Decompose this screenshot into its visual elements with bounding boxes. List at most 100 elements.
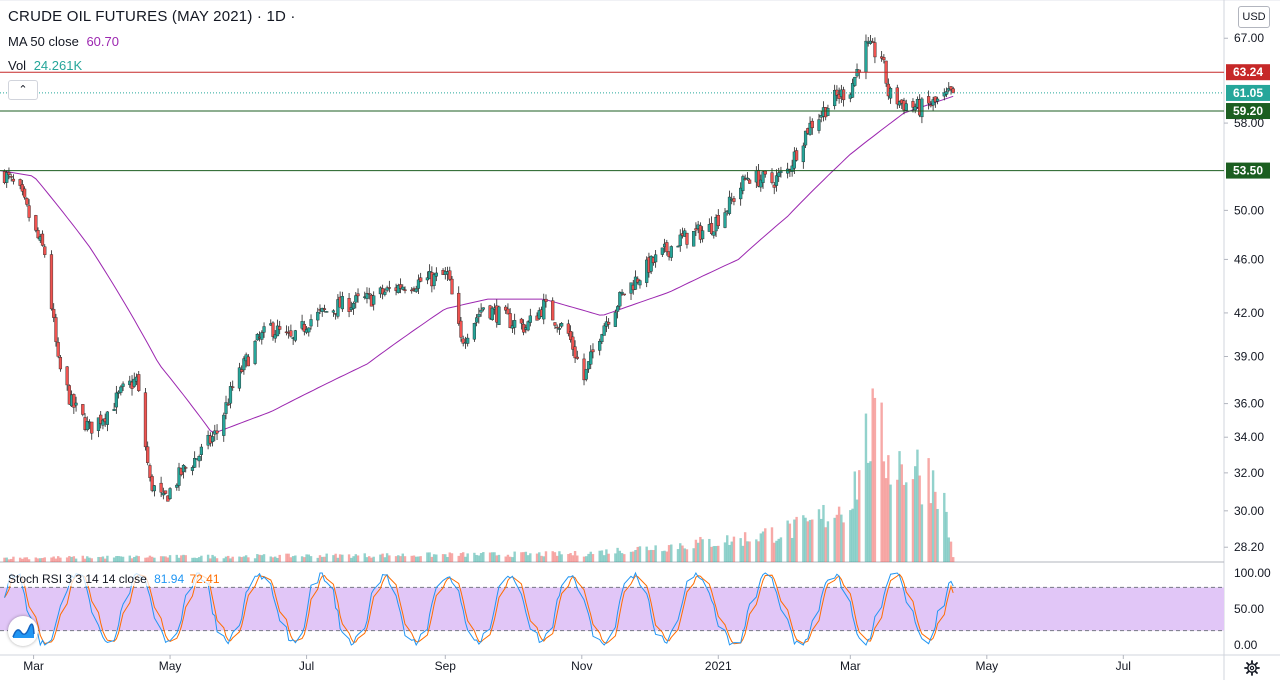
volume-bar <box>667 545 671 562</box>
volume-bar <box>289 557 293 562</box>
candle-body <box>622 293 626 296</box>
volume-bar <box>629 551 633 562</box>
candle-body <box>210 436 215 443</box>
tradingview-logo-icon[interactable] <box>8 616 38 646</box>
volume-bar <box>316 557 319 562</box>
stoch-label: Stoch RSI 3 3 14 14 close <box>8 572 147 586</box>
candle <box>146 441 150 466</box>
volume-bar <box>873 397 877 562</box>
candle-body <box>542 299 546 320</box>
candlesticks <box>2 34 955 502</box>
volume-bar <box>714 546 718 562</box>
stoch-legend[interactable]: Stoch RSI 3 3 14 14 close 81.94 72.41 <box>8 572 220 586</box>
candle-body <box>638 280 642 286</box>
candle <box>403 286 407 294</box>
volume-bar <box>497 554 501 562</box>
stoch-tick-label: 50.00 <box>1234 602 1264 616</box>
candle <box>685 232 689 249</box>
candle <box>36 227 40 240</box>
horizontal-lines[interactable] <box>0 71 1224 172</box>
volume-bar <box>911 479 915 562</box>
volume-bar <box>931 470 935 562</box>
ma-legend[interactable]: MA 50 close 60.70 <box>8 34 119 49</box>
candle-body <box>479 309 483 313</box>
candle <box>383 288 387 297</box>
collapse-legend-button[interactable]: ⌃ <box>8 80 38 100</box>
ma-label: MA 50 close <box>8 34 79 49</box>
candle-body <box>553 322 557 326</box>
volume-bar <box>231 556 234 562</box>
price-axis[interactable]: 67.00 58.00 50.00 46.00 42.00 39.00 36.00 34.00… <box>1224 31 1271 652</box>
candle-body <box>132 378 136 387</box>
candle-body <box>723 212 727 228</box>
candle-body <box>461 338 465 344</box>
volume-bar <box>383 557 387 562</box>
candle <box>11 174 16 185</box>
candle-body <box>331 310 336 313</box>
price-tick-label: 30.00 <box>1234 504 1264 518</box>
candle-body <box>951 88 955 94</box>
candle <box>895 84 899 109</box>
candle <box>817 113 821 134</box>
candle-body <box>385 287 389 291</box>
price-tick-label: 58.00 <box>1234 116 1264 130</box>
candle <box>347 292 351 318</box>
volume-bar <box>717 545 720 562</box>
volume-bar <box>242 556 246 562</box>
volume-bar <box>665 551 669 562</box>
volume-bar <box>332 555 335 562</box>
candle-body <box>504 306 508 311</box>
symbol-title[interactable]: CRUDE OIL FUTURES (MAY 2021) · 1D · <box>8 8 296 25</box>
price-label-box <box>1226 84 1270 101</box>
time-tick-label: May <box>159 659 182 673</box>
candle <box>873 37 877 64</box>
candle-body <box>920 98 924 118</box>
volume-bar <box>56 556 60 562</box>
candle <box>560 321 564 329</box>
price-tick-label: 34.00 <box>1234 430 1264 444</box>
candle <box>309 314 313 330</box>
stoch-d-line <box>4 573 954 645</box>
candle <box>72 393 76 414</box>
candle <box>709 216 714 236</box>
volume-bar <box>3 557 6 562</box>
volume-bar <box>540 555 543 562</box>
candle-body <box>551 300 555 321</box>
candle <box>85 416 89 432</box>
volume-bar <box>884 478 888 562</box>
candle <box>497 305 501 325</box>
volume-bar <box>229 558 232 562</box>
volume-bar <box>900 464 903 562</box>
candle <box>871 38 875 43</box>
volume-legend[interactable]: Vol 24.261K <box>8 58 82 73</box>
gear-icon[interactable] <box>1244 660 1260 676</box>
candle <box>96 417 101 438</box>
candle <box>801 142 805 169</box>
candle-body <box>49 254 54 310</box>
volume-bar <box>338 554 342 562</box>
volume-bar <box>602 555 606 562</box>
candle-body <box>246 356 250 367</box>
volume-bar <box>354 554 357 562</box>
candle <box>571 331 575 357</box>
volume-bar <box>795 516 798 562</box>
price-tick-label: 28.20 <box>1234 540 1264 554</box>
candle-body <box>600 334 604 343</box>
candle <box>933 96 937 108</box>
currency-button[interactable]: USD <box>1238 6 1270 28</box>
candle <box>888 86 893 104</box>
candle <box>745 172 749 181</box>
time-axis[interactable]: Mar May Jul Sep Nov 2021 Mar May Jul <box>23 655 1131 673</box>
candle <box>43 244 47 258</box>
candle-body <box>882 57 886 61</box>
candle-body <box>90 421 94 434</box>
candle-body <box>841 89 846 101</box>
candle-body <box>143 392 148 448</box>
volume-bar <box>943 492 946 562</box>
candle-body <box>275 325 280 337</box>
ma-50-path <box>0 95 954 434</box>
volume-bar <box>305 554 308 562</box>
candle-body <box>271 322 275 337</box>
